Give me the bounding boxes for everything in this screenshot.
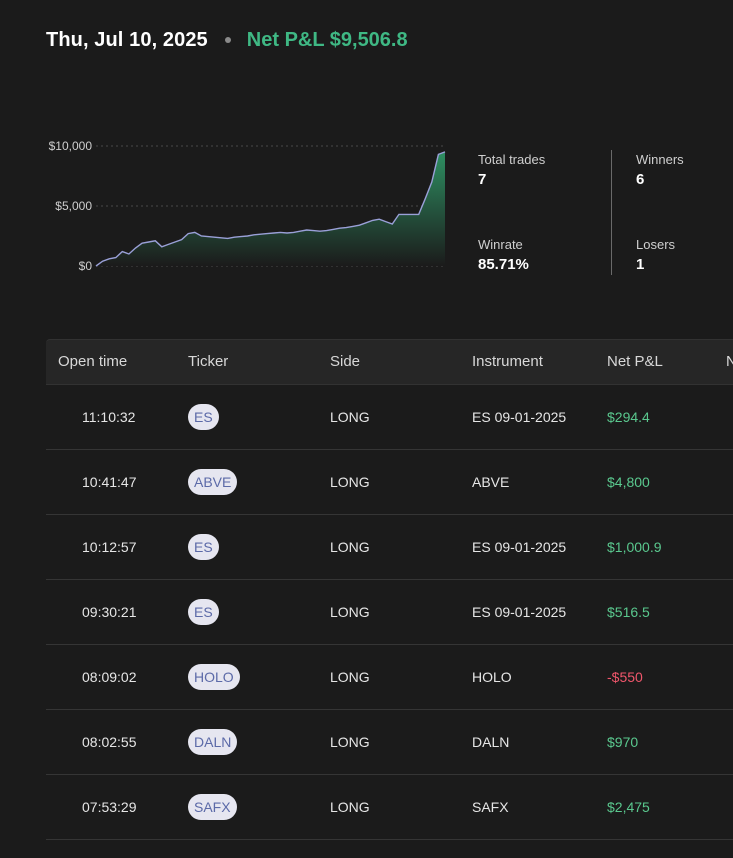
net-pnl-cell: $516.5 [607, 604, 650, 620]
table-row[interactable]: 08:09:02 HOLO LONG HOLO -$550 [46, 645, 733, 710]
table-header: Open time Ticker Side Instrument Net P&L… [46, 339, 733, 385]
open-time-cell: 10:41:47 [82, 474, 137, 490]
total-trades-label: Total trades [478, 152, 546, 167]
winrate-value: 85.71% [478, 256, 529, 273]
ticker-badge[interactable]: HOLO [188, 664, 240, 690]
side-cell: LONG [330, 669, 370, 685]
pnl-chart-svg: $10,000 $5,000 $0 [49, 139, 446, 273]
open-time-cell: 08:09:02 [82, 669, 137, 685]
losers-label: Losers [636, 237, 676, 252]
open-time-cell: 10:12:57 [82, 539, 137, 555]
net-pnl-cell: $970 [607, 734, 639, 750]
cumulative-pnl-chart: $10,000 $5,000 $0 [40, 136, 460, 280]
table-row[interactable]: 09:30:21 ES LONG ES 09-01-2025 $516.5 [46, 580, 733, 645]
net-pnl-cell: $2,475 [607, 799, 650, 815]
side-cell: LONG [330, 734, 370, 750]
instrument-cell: ES 09-01-2025 [472, 539, 567, 555]
winners-value: 6 [636, 171, 645, 188]
ticker-badge[interactable]: DALN [188, 729, 238, 755]
ticker-badge[interactable]: SAFX [188, 794, 237, 820]
net-pnl-cell: $4,800 [607, 474, 650, 490]
date-title: Thu, Jul 10, 2025 [46, 28, 208, 51]
ticker-badge[interactable]: ES [188, 534, 219, 560]
stats-panel: Total trades 7 Winrate 85.71% Winners 6 … [478, 150, 733, 276]
winrate-label: Winrate [478, 237, 523, 252]
column-header-open-time[interactable]: Open time [58, 353, 128, 370]
column-header-net-pnl[interactable]: Net P&L [607, 353, 663, 370]
winners-label: Winners [636, 152, 684, 167]
open-time-cell: 09:30:21 [82, 604, 137, 620]
side-cell: LONG [330, 604, 370, 620]
stats-divider [611, 150, 612, 275]
side-cell: LONG [330, 799, 370, 815]
net-pnl-cell: -$550 [607, 669, 643, 685]
day-header: Thu, Jul 10, 2025 Net P&L $9,506.8 [46, 26, 408, 54]
ticker-badge[interactable]: ABVE [188, 469, 238, 495]
instrument-cell: DALN [472, 734, 510, 750]
table-body: 11:10:32 ES LONG ES 09-01-2025 $294.4 10:41:4… [46, 385, 733, 840]
table-row[interactable]: 10:12:57 ES LONG ES 09-01-2025 $1,000.9 [46, 515, 733, 580]
instrument-cell: ES 09-01-2025 [472, 604, 567, 620]
table-row[interactable]: 10:41:47 ABVE LONG ABVE $4,800 [46, 450, 733, 515]
y-tick-label: $5,000 [55, 199, 92, 213]
side-cell: LONG [330, 539, 370, 555]
ticker-badge[interactable]: ES [188, 599, 219, 625]
table-row[interactable]: 07:53:29 SAFX LONG SAFX $2,475 [46, 775, 733, 840]
open-time-cell: 07:53:29 [82, 799, 137, 815]
y-tick-label: $0 [79, 259, 93, 273]
y-tick-label: $10,000 [49, 139, 93, 153]
column-header-truncated[interactable]: N [726, 353, 733, 370]
total-trades-value: 7 [478, 171, 487, 188]
losers-value: 1 [636, 256, 645, 273]
open-time-cell: 08:02:55 [82, 734, 137, 750]
table-row[interactable]: 08:02:55 DALN LONG DALN $970 [46, 710, 733, 775]
pnl-line [95, 151, 446, 267]
instrument-cell: ES 09-01-2025 [472, 409, 567, 425]
net-pnl-summary: Net P&L $9,506.8 [246, 28, 408, 51]
table-row[interactable]: 11:10:32 ES LONG ES 09-01-2025 $294.4 [46, 385, 733, 450]
side-cell: LONG [330, 409, 370, 425]
separator-dot [224, 37, 231, 43]
instrument-cell: SAFX [472, 799, 509, 815]
trades-table: Open time Ticker Side Instrument Net P&L… [46, 339, 733, 840]
net-pnl-cell: $294.4 [607, 409, 650, 425]
open-time-cell: 11:10:32 [82, 409, 136, 425]
side-cell: LONG [330, 474, 370, 490]
column-header-ticker[interactable]: Ticker [188, 353, 229, 370]
column-header-side[interactable]: Side [330, 353, 361, 370]
pnl-area [96, 151, 445, 266]
net-pnl-cell: $1,000.9 [607, 539, 662, 555]
ticker-badge[interactable]: ES [188, 404, 219, 430]
column-header-instrument[interactable]: Instrument [472, 353, 543, 370]
instrument-cell: HOLO [472, 669, 512, 685]
instrument-cell: ABVE [472, 474, 510, 490]
